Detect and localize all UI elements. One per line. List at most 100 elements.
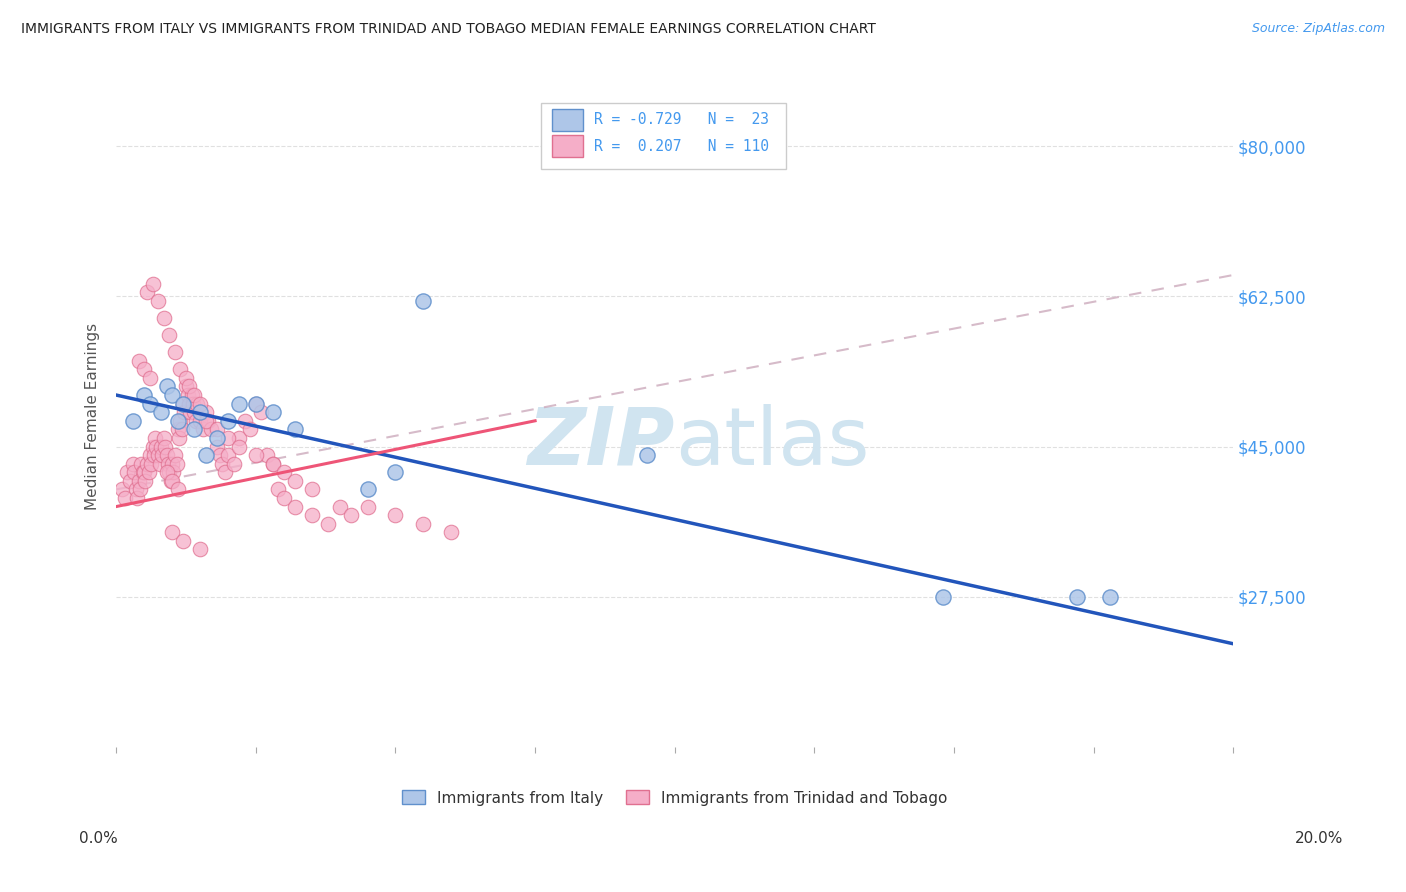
Point — [131, 457, 153, 471]
Point — [412, 293, 434, 308]
Point — [162, 465, 184, 479]
Point — [139, 448, 162, 462]
Point — [356, 483, 378, 497]
Point — [233, 414, 256, 428]
Text: R = -0.729   N =  23: R = -0.729 N = 23 — [595, 112, 769, 128]
Point — [228, 440, 250, 454]
Point — [122, 414, 145, 428]
Point — [167, 431, 190, 445]
Point — [122, 457, 145, 471]
Point — [340, 508, 363, 522]
Point — [166, 422, 188, 436]
Point — [267, 483, 290, 497]
Point — [256, 448, 278, 462]
Point — [128, 474, 150, 488]
Text: IMMIGRANTS FROM ITALY VS IMMIGRANTS FROM TRINIDAD AND TOBAGO MEDIAN FEMALE EARNI: IMMIGRANTS FROM ITALY VS IMMIGRANTS FROM… — [21, 22, 876, 37]
Point — [284, 500, 307, 514]
Point — [174, 379, 197, 393]
Point — [239, 422, 262, 436]
Point — [172, 397, 194, 411]
Point — [160, 474, 183, 488]
Point — [163, 345, 186, 359]
Point — [184, 414, 207, 428]
Point — [136, 285, 159, 300]
Point — [134, 388, 156, 402]
Point — [284, 422, 307, 436]
Point — [136, 457, 159, 471]
Point — [134, 465, 156, 479]
Point — [180, 388, 202, 402]
Point — [1099, 590, 1122, 604]
Point — [194, 448, 217, 462]
Point — [188, 405, 211, 419]
Point — [146, 448, 169, 462]
Point — [636, 448, 658, 462]
Point — [301, 508, 323, 522]
Point — [205, 422, 228, 436]
Point — [250, 405, 273, 419]
Point — [183, 397, 205, 411]
Point — [166, 483, 188, 497]
Point — [222, 457, 245, 471]
Point — [114, 491, 136, 505]
Text: R =  0.207   N = 110: R = 0.207 N = 110 — [595, 138, 769, 153]
Point — [138, 465, 160, 479]
Point — [177, 388, 200, 402]
Point — [245, 397, 267, 411]
Point — [169, 414, 191, 428]
Point — [160, 525, 183, 540]
Point — [143, 448, 166, 462]
Point — [183, 422, 205, 436]
Point — [273, 491, 295, 505]
Point — [160, 388, 183, 402]
Point — [111, 483, 134, 497]
Point — [157, 328, 180, 343]
Point — [156, 457, 179, 471]
Point — [142, 440, 165, 454]
Point — [142, 277, 165, 291]
Point — [152, 431, 174, 445]
Point — [139, 397, 162, 411]
Point — [217, 414, 239, 428]
Point — [191, 422, 214, 436]
Point — [139, 371, 162, 385]
Point — [172, 422, 194, 436]
Point — [262, 457, 284, 471]
Point — [177, 397, 200, 411]
Point — [177, 379, 200, 393]
Point — [356, 500, 378, 514]
Point — [245, 397, 267, 411]
Text: 0.0%: 0.0% — [79, 831, 118, 846]
Point — [412, 516, 434, 531]
Point — [205, 440, 228, 454]
Point — [1066, 590, 1088, 604]
Point — [208, 448, 231, 462]
Point — [197, 414, 219, 428]
Point — [188, 397, 211, 411]
Point — [155, 465, 177, 479]
FancyBboxPatch shape — [553, 109, 583, 130]
Point — [932, 590, 955, 604]
Point — [125, 483, 148, 497]
Point — [169, 362, 191, 376]
Point — [139, 457, 162, 471]
Point — [174, 371, 197, 385]
Point — [245, 448, 267, 462]
Point — [155, 379, 177, 393]
Point — [186, 397, 208, 411]
Point — [217, 431, 239, 445]
Point — [166, 414, 188, 428]
Point — [127, 491, 149, 505]
FancyBboxPatch shape — [553, 136, 583, 157]
Point — [150, 448, 173, 462]
Point — [188, 542, 211, 557]
Point — [228, 397, 250, 411]
Point — [228, 431, 250, 445]
Point — [166, 457, 188, 471]
Point — [194, 405, 217, 419]
Point — [273, 465, 295, 479]
Point — [384, 508, 406, 522]
Point — [440, 525, 463, 540]
Legend: Immigrants from Italy, Immigrants from Trinidad and Tobago: Immigrants from Italy, Immigrants from T… — [395, 784, 953, 812]
Point — [163, 448, 186, 462]
